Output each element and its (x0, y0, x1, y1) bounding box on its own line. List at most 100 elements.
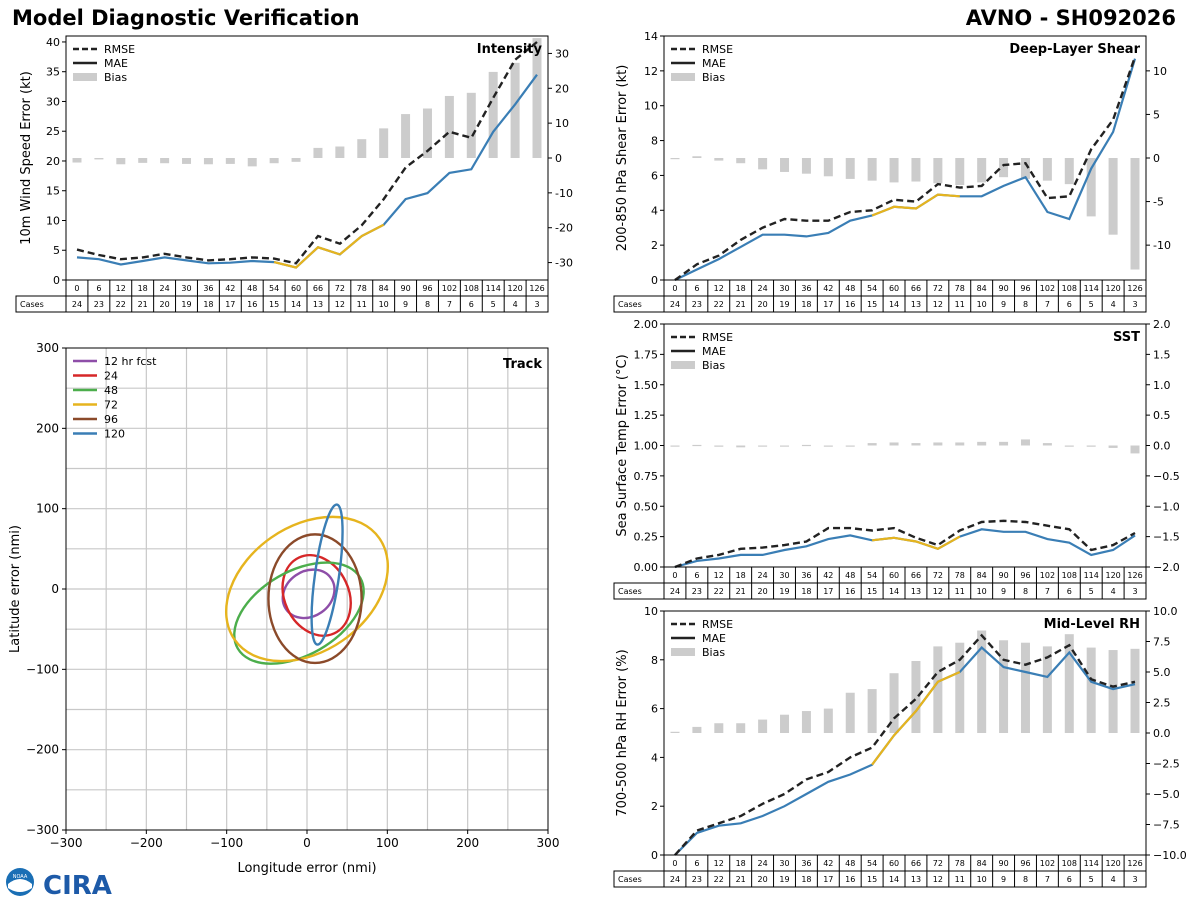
intensity-ytick-label: 15 (46, 185, 60, 198)
shear-hour-cell: 90 (998, 284, 1008, 293)
rh-case-cell: 11 (955, 875, 965, 884)
intensity-ytick-label: 0 (53, 274, 60, 287)
shear-hour-cell: 78 (955, 284, 965, 293)
sst-hour-cell: 48 (845, 571, 855, 580)
shear-bias-bar (670, 158, 680, 160)
intensity-case-cell: 4 (513, 300, 518, 309)
sst-case-cell: 20 (757, 587, 767, 596)
track-xtick-label: 0 (303, 836, 311, 850)
intensity-hour-cell: 0 (74, 284, 79, 293)
intensity-case-cell: 13 (313, 300, 323, 309)
sst-bias-bar (736, 445, 746, 448)
sst-hour-cell: 24 (757, 571, 767, 580)
track-ellipse-12 (281, 568, 336, 620)
rh-bias-bar (911, 661, 921, 733)
shear-y2tick-label: 5 (1153, 108, 1160, 121)
intensity-case-cell: 22 (116, 300, 126, 309)
intensity-bias-bar (225, 158, 235, 164)
shear-hour-cell: 114 (1084, 284, 1099, 293)
sst-y2tick-label: 1.5 (1153, 348, 1171, 361)
sst-bias-bar (1020, 439, 1030, 446)
sst-bias-bar (758, 445, 768, 447)
intensity-case-cell: 9 (403, 300, 408, 309)
sst-ytick-label: 1.25 (634, 409, 659, 422)
shear-hour-cell: 18 (736, 284, 746, 293)
shear-bias-bar (1064, 158, 1074, 185)
intensity-bias-bar (488, 71, 498, 158)
shear-case-cell: 9 (1001, 300, 1006, 309)
sst-bias-bar (801, 444, 811, 447)
shear-cases-row (613, 295, 1147, 313)
shear-case-cell: 6 (1067, 300, 1072, 309)
shear-bias-bar (911, 158, 921, 182)
track-xtick-label: 300 (537, 836, 560, 850)
shear-bias-bar (1108, 158, 1118, 235)
rh-hour-cell: 12 (714, 859, 724, 868)
intensity-hour-cell: 78 (357, 284, 367, 293)
sst-hour-cell: 72 (933, 571, 943, 580)
sst-hour-cell: 42 (823, 571, 833, 580)
intensity-case-cell: 19 (181, 300, 191, 309)
sst-case-cell: 11 (955, 587, 965, 596)
sst-bias-bar (670, 445, 680, 447)
intensity-case-cell: 7 (447, 300, 452, 309)
track-xtick-label: −100 (210, 836, 243, 850)
rh-hour-cell: 90 (998, 859, 1008, 868)
intensity-case-cell: 17 (225, 300, 235, 309)
sst-ytick-label: 0.50 (634, 500, 659, 513)
shear-hour-cell: 36 (801, 284, 811, 293)
intensity-ytick-label: 30 (46, 95, 60, 108)
rh-panel: 0246810−10.0−7.5−5.0−2.50.02.55.07.510.0… (613, 605, 1187, 888)
shear-case-cell: 5 (1089, 300, 1094, 309)
intensity-bias-bar (422, 108, 432, 158)
rh-bias-bar (823, 708, 833, 733)
intensity-case-cell: 24 (72, 300, 82, 309)
rh-bias-bar (1064, 634, 1074, 733)
sst-bias-bar (692, 444, 702, 447)
intensity-ytick-label: 40 (46, 36, 60, 49)
rh-bias-bar (867, 689, 877, 733)
rh-bias-bar (801, 711, 811, 733)
rh-case-cell: 7 (1045, 875, 1050, 884)
rh-y2tick-label: −5.0 (1153, 788, 1180, 801)
intensity-hour-cell: 126 (529, 284, 544, 293)
rh-case-cell: 8 (1023, 875, 1028, 884)
intensity-bias-bar (357, 139, 367, 158)
rh-hour-cell: 18 (736, 859, 746, 868)
cira-logo-text: CIRA (43, 871, 112, 898)
sst-case-cell: 10 (977, 587, 987, 596)
intensity-title: Intensity (477, 42, 543, 57)
shear-hour-cell: 54 (867, 284, 877, 293)
rh-hour-cell: 24 (757, 859, 767, 868)
shear-y2tick-label: 10 (1153, 65, 1167, 78)
intensity-hour-cell: 102 (442, 284, 457, 293)
sst-legend-bias: Bias (702, 359, 725, 372)
rh-bias-bar (1086, 647, 1096, 733)
intensity-hour-cell: 48 (247, 284, 257, 293)
sst-ytick-label: 0.75 (634, 470, 659, 483)
intensity-case-cell: 8 (425, 300, 430, 309)
rh-case-cell: 18 (801, 875, 811, 884)
shear-hour-cell: 66 (911, 284, 921, 293)
shear-case-cell: 17 (823, 300, 833, 309)
rh-hour-cell: 54 (867, 859, 877, 868)
sst-ytick-label: 1.50 (634, 379, 659, 392)
rh-bias-bar (955, 642, 965, 733)
rh-bias-bar (670, 731, 680, 733)
rh-legend-bias-swatch (671, 648, 695, 656)
shear-hour-cell: 60 (889, 284, 899, 293)
intensity-ytick-label: 20 (46, 155, 60, 168)
shear-ytick-label: 6 (651, 169, 658, 182)
rh-hour-cell: 48 (845, 859, 855, 868)
rh-hour-cell: 108 (1062, 859, 1077, 868)
shear-hour-cell: 120 (1105, 284, 1120, 293)
intensity-bias-bar (335, 146, 345, 158)
track-legend-label: 96 (104, 413, 118, 426)
shear-y2tick-label: -10 (1153, 239, 1171, 252)
sst-bias-bar (933, 442, 943, 446)
intensity-hour-cell: 42 (225, 284, 235, 293)
intensity-case-cell: 5 (491, 300, 496, 309)
shear-case-cell: 21 (736, 300, 746, 309)
sst-y2tick-label: −1.0 (1153, 500, 1180, 513)
